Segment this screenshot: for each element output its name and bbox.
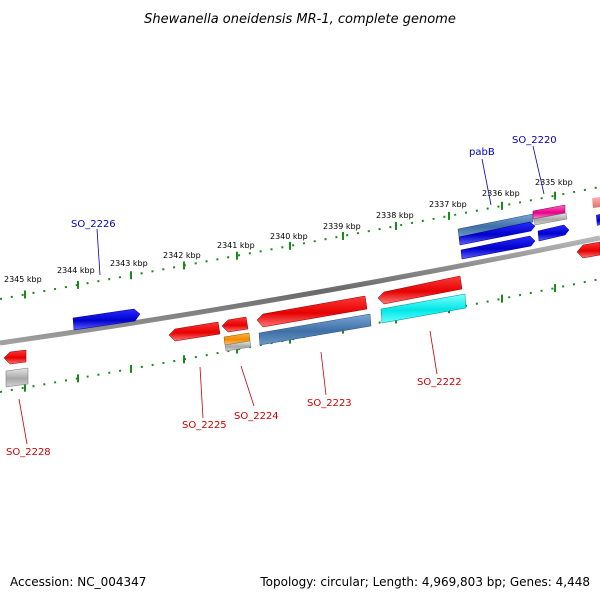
gene-so-2223[interactable] bbox=[258, 313, 372, 346]
gene-steelblue-2336[interactable] bbox=[457, 213, 534, 238]
gene-so-2225[interactable] bbox=[168, 321, 221, 342]
gene-so-2220[interactable] bbox=[537, 224, 570, 242]
forward-genes bbox=[72, 197, 600, 331]
reverse-gene-labels: SO_2228 SO_2225 SO_2224 SO_2223 SO_2222 bbox=[6, 330, 462, 458]
genome-summary-text: Topology: circular; Length: 4,969,803 bp… bbox=[259, 575, 590, 589]
leader-line bbox=[429, 330, 438, 375]
gene-red-right[interactable] bbox=[377, 275, 463, 305]
gene-edge-salmon[interactable] bbox=[592, 197, 600, 208]
gene-label-so-2226[interactable]: SO_2226 bbox=[71, 219, 116, 230]
kbp-label: 2343 kbp bbox=[110, 259, 148, 268]
gene-label-so-2222[interactable]: SO_2222 bbox=[417, 377, 462, 388]
kbp-label: 2339 kbp bbox=[323, 222, 361, 231]
kbp-label: 2337 kbp bbox=[429, 200, 467, 209]
gene-so-2224[interactable] bbox=[224, 340, 252, 352]
leader-line bbox=[481, 158, 492, 206]
accession-text: Accession: NC_004347 bbox=[10, 575, 146, 589]
gene-pabb[interactable] bbox=[458, 221, 536, 246]
gene-so-2228-red[interactable] bbox=[3, 349, 27, 365]
kbp-label: 2338 kbp bbox=[376, 211, 414, 220]
gene-label-so-2220[interactable]: SO_2220 bbox=[512, 135, 557, 146]
leader-line bbox=[96, 228, 101, 276]
gene-label-so-2228[interactable]: SO_2228 bbox=[6, 447, 51, 458]
map-title: Shewanella oneidensis MR-1, complete gen… bbox=[144, 12, 456, 27]
kbp-label: 2344 kbp bbox=[57, 266, 95, 275]
gene-edge-red[interactable] bbox=[576, 241, 600, 259]
leader-line bbox=[320, 351, 327, 396]
leader-line bbox=[240, 365, 255, 407]
kbp-label: 2345 kbp bbox=[4, 275, 42, 284]
gene-edge-blue[interactable] bbox=[596, 214, 600, 226]
gene-label-so-2223[interactable]: SO_2223 bbox=[307, 398, 352, 409]
forward-gene-labels: SO_2226 pabB SO_2220 bbox=[71, 135, 557, 276]
kbp-label: 2336 kbp bbox=[482, 189, 520, 198]
kbp-labels: 2345 kbp 2344 kbp 2343 kbp 2342 kbp 2341… bbox=[4, 178, 573, 284]
gene-label-pabb[interactable]: pabB bbox=[469, 147, 495, 158]
kbp-label: 2342 kbp bbox=[163, 251, 201, 260]
leader-line bbox=[18, 398, 28, 445]
gene-red-long[interactable] bbox=[256, 295, 368, 328]
outer-major-ticks bbox=[24, 191, 556, 299]
reverse-genes bbox=[3, 241, 600, 388]
gene-gray-top[interactable] bbox=[533, 212, 568, 226]
kbp-label: 2341 kbp bbox=[217, 241, 255, 250]
kbp-label: 2340 kbp bbox=[270, 232, 308, 241]
gene-red-small[interactable] bbox=[221, 316, 249, 333]
gene-so-2222[interactable] bbox=[380, 293, 467, 324]
gene-so-2226[interactable] bbox=[72, 308, 141, 331]
leader-line bbox=[532, 145, 545, 195]
gene-blue-lower[interactable] bbox=[460, 235, 536, 260]
kbp-label: 2335 kbp bbox=[535, 178, 573, 187]
gene-label-so-2225[interactable]: SO_2225 bbox=[182, 420, 227, 431]
gene-label-so-2224[interactable]: SO_2224 bbox=[234, 411, 279, 422]
genome-backbone bbox=[0, 235, 600, 346]
leader-line bbox=[199, 366, 204, 419]
gene-so-2228-gray[interactable] bbox=[5, 367, 29, 388]
